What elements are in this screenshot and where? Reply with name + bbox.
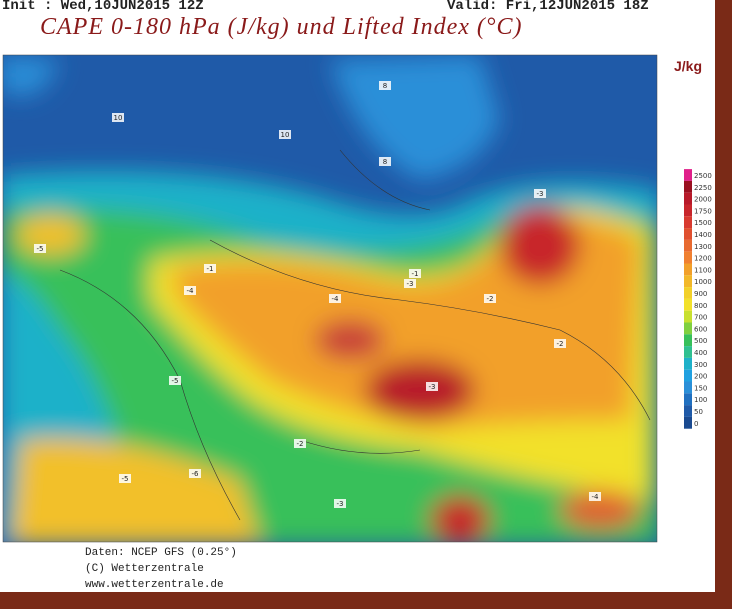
- legend-swatch: [684, 275, 692, 288]
- contour-label-box: [329, 294, 341, 303]
- contour-label: -5: [37, 245, 44, 253]
- legend-label: 1400: [694, 231, 712, 239]
- legend-swatch: [684, 381, 692, 394]
- legend-label: 1500: [694, 219, 712, 227]
- contour-label-box: [184, 286, 196, 295]
- legend-swatch: [684, 416, 692, 429]
- contour-label-box: [379, 157, 391, 166]
- contour-label: 10: [281, 131, 290, 139]
- contour-label: 8: [383, 158, 387, 166]
- legend-label: 1750: [694, 207, 712, 215]
- legend-label: 400: [694, 349, 707, 357]
- contour-label: -5: [122, 475, 129, 483]
- legend-swatch: [684, 334, 692, 347]
- legend-swatch: [684, 251, 692, 264]
- legend-label: 800: [694, 302, 707, 310]
- legend-label: 900: [694, 290, 707, 298]
- contour-label-box: [279, 130, 291, 139]
- footer-line: Daten: NCEP GFS (0.25°): [85, 547, 237, 559]
- contour-label: -4: [187, 287, 195, 295]
- contour-label-box: [554, 339, 566, 348]
- contour-label-box: [404, 279, 416, 288]
- legend-swatch: [684, 298, 692, 311]
- legend-label: 1200: [694, 255, 712, 263]
- legend-label: 2250: [694, 184, 712, 192]
- contour-label: -1: [207, 265, 214, 273]
- legend-swatch: [684, 287, 692, 299]
- legend-label: 600: [694, 325, 707, 333]
- contour-label: 8: [383, 82, 387, 90]
- legend-label: 1300: [694, 243, 712, 251]
- legend-swatch: [684, 346, 692, 358]
- contour-label-box: [34, 244, 46, 253]
- legend-label: 300: [694, 361, 707, 369]
- legend-label: 1100: [694, 266, 712, 274]
- legend-swatch: [684, 180, 692, 193]
- contour-label: -3: [407, 280, 414, 288]
- contour-label: -2: [297, 440, 304, 448]
- contour-label-box: [204, 264, 216, 273]
- legend-swatch: [684, 310, 692, 323]
- legend-label: 50: [694, 408, 703, 416]
- contour-label: -3: [429, 383, 436, 391]
- unit-label: J/kg: [674, 58, 703, 74]
- legend-label: 1000: [694, 278, 712, 286]
- footer-line: www.wetterzentrale.de: [85, 579, 224, 591]
- contour-label: -3: [537, 190, 544, 198]
- contour-label-box: [169, 376, 181, 385]
- contour-label: 10: [114, 114, 123, 122]
- frame-bottom: [0, 592, 732, 609]
- legend-label: 2000: [694, 196, 712, 204]
- legend-label: 500: [694, 337, 707, 345]
- legend-swatch: [684, 228, 692, 240]
- contour-label: -4: [332, 295, 340, 303]
- legend-label: 100: [694, 396, 707, 404]
- legend-swatch: [684, 169, 692, 181]
- legend-label: 150: [694, 384, 707, 392]
- legend-swatch: [684, 405, 692, 417]
- legend-swatch: [684, 322, 692, 335]
- contour-label: -6: [192, 470, 200, 478]
- contour-label: -5: [172, 377, 179, 385]
- legend-swatch: [684, 357, 692, 370]
- title: CAPE 0-180 hPa (J/kg) und Lifted Index (…: [40, 14, 523, 40]
- legend-swatch: [684, 192, 692, 205]
- legend-label: 200: [694, 373, 707, 381]
- contour-label-box: [426, 382, 438, 391]
- legend-label: 700: [694, 314, 707, 322]
- contour-label-box: [334, 499, 346, 508]
- contour-label: -4: [592, 493, 600, 501]
- valid-text: Valid: Fri,12JUN2015 18Z: [447, 0, 649, 14]
- legend-swatch: [684, 216, 692, 229]
- legend-swatch: [684, 204, 692, 217]
- legend-swatch: [684, 239, 692, 252]
- legend-label: 0: [694, 420, 698, 428]
- contour-label-box: [112, 113, 124, 122]
- contour-label: -2: [487, 295, 494, 303]
- footer-line: (C) Wetterzentrale: [85, 563, 204, 575]
- contour-label-box: [379, 81, 391, 90]
- contour-label-box: [484, 294, 496, 303]
- legend-label: 2500: [694, 172, 712, 180]
- contour-label: -2: [557, 340, 564, 348]
- contour-label-box: [119, 474, 131, 483]
- legend-swatch: [684, 369, 692, 382]
- legend-swatch: [684, 263, 692, 276]
- init-text: Init : Wed,10JUN2015 12Z: [2, 0, 204, 14]
- contour-label: -3: [337, 500, 344, 508]
- contour-label-box: [409, 269, 421, 278]
- frame-right: [715, 0, 732, 609]
- contour-label-box: [589, 492, 601, 501]
- contour-label-box: [534, 189, 546, 198]
- contour-label-box: [189, 469, 201, 478]
- contour-label-box: [294, 439, 306, 448]
- legend-swatch: [684, 393, 692, 406]
- contour-label: -1: [412, 270, 419, 278]
